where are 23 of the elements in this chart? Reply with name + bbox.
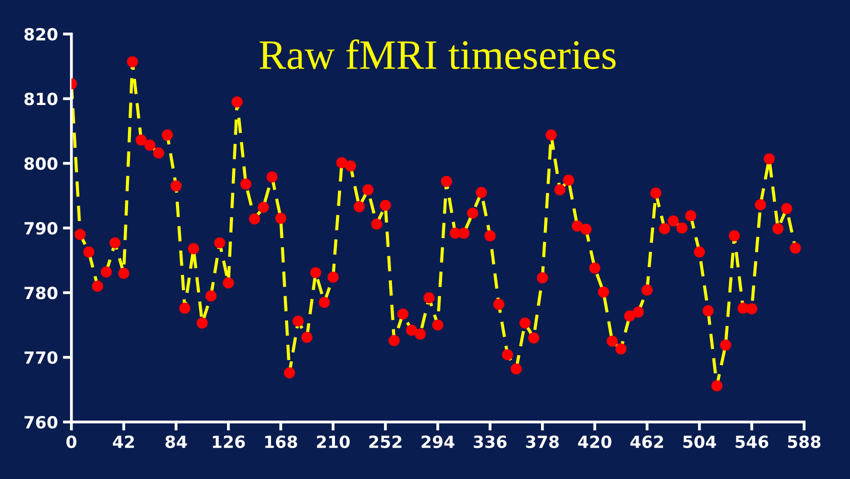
x-tick-label: 546 bbox=[736, 436, 768, 448]
y-tick-label: 760 bbox=[24, 416, 58, 429]
x-tick-label: 0 bbox=[66, 435, 76, 448]
y-tick-label: 770 bbox=[24, 351, 58, 364]
x-tick-label: 378 bbox=[526, 435, 559, 448]
x-tick-label: 84 bbox=[165, 435, 187, 448]
y-tick-label: 810 bbox=[24, 92, 58, 106]
y-tick-label: 780 bbox=[24, 286, 58, 300]
y-tick-label: 800 bbox=[24, 157, 58, 170]
x-tick-label: 42 bbox=[112, 435, 134, 448]
y-tick-label: 820 bbox=[24, 28, 58, 41]
x-tick-label: 126 bbox=[212, 435, 245, 448]
chart-title: Raw fMRI timeseries bbox=[260, 39, 616, 70]
y-tick-label: 790 bbox=[24, 222, 58, 235]
x-tick-label: 252 bbox=[369, 435, 402, 448]
x-tick-label: 210 bbox=[317, 435, 350, 448]
x-tick-label: 462 bbox=[630, 435, 664, 448]
x-tick-label: 420 bbox=[578, 435, 612, 448]
x-tick-label: 336 bbox=[474, 435, 507, 448]
x-tick-label: 588 bbox=[788, 435, 820, 448]
x-tick-label: 294 bbox=[422, 435, 454, 448]
x-tick-label: 168 bbox=[265, 435, 298, 448]
x-tick-label: 504 bbox=[683, 435, 716, 448]
